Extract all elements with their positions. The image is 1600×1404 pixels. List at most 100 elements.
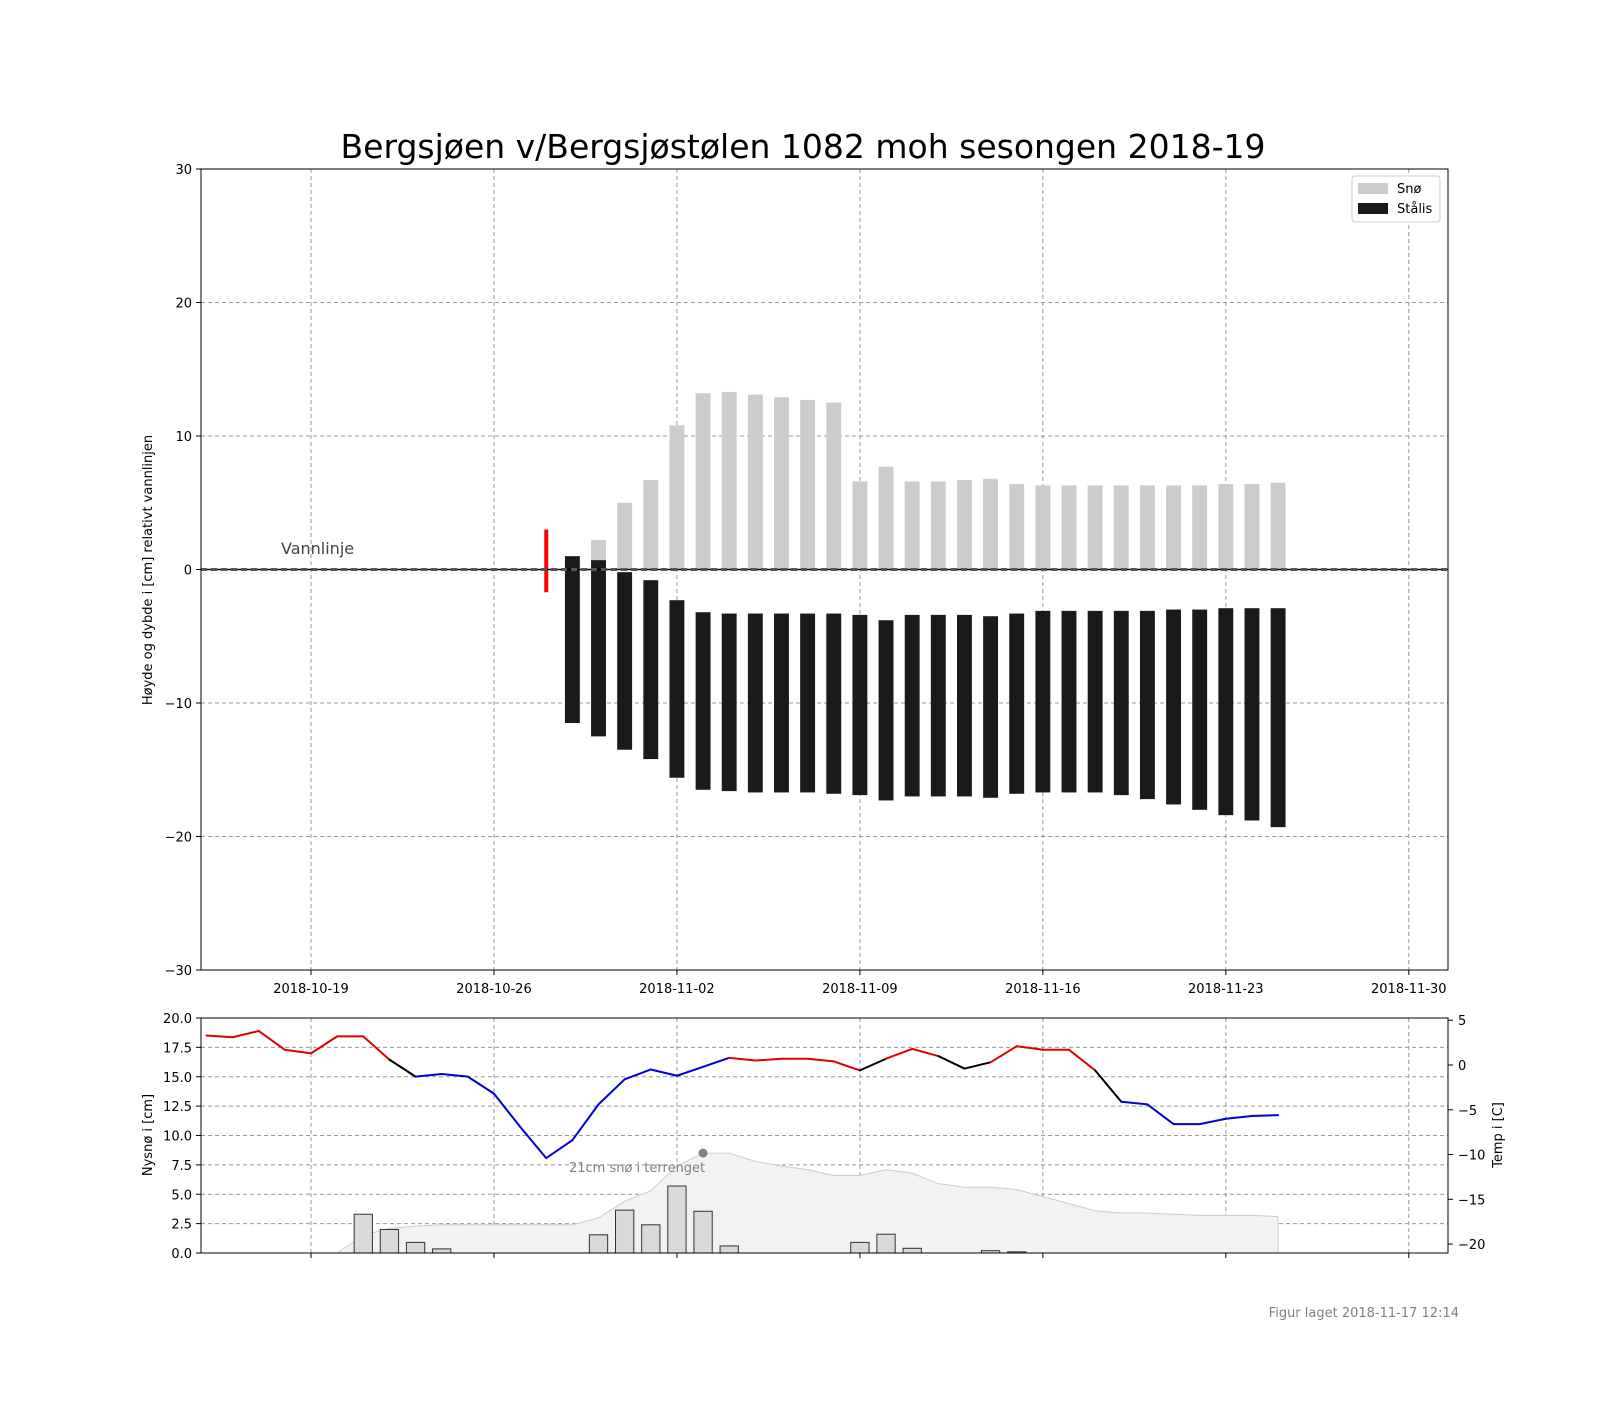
main-x-tick-label: 2018-11-02 (639, 982, 715, 997)
ice-bar (983, 616, 999, 798)
snow-bar (878, 466, 894, 570)
snow-bar (1113, 485, 1129, 570)
ice-bar (643, 580, 659, 760)
snow-bar (774, 397, 789, 570)
snow-bar (1166, 485, 1182, 570)
temperature-segment (623, 1068, 652, 1081)
snow-bar (721, 391, 737, 570)
ice-bar (1113, 610, 1129, 796)
temperature-segment (911, 1047, 940, 1058)
temperature-segment (1120, 1100, 1149, 1106)
legend: Snø Stålis (1351, 175, 1441, 223)
temperature-segment (649, 1068, 678, 1077)
legend-swatch-snow (1358, 183, 1388, 194)
temperature-segment (1015, 1045, 1044, 1051)
snow-bar (956, 480, 972, 570)
new-snow-bar (693, 1210, 713, 1254)
ice-bar (1218, 608, 1234, 816)
snow-bar (747, 394, 763, 570)
new-snow-bar (667, 1185, 687, 1254)
ice-bar (1270, 608, 1286, 828)
ice-bar (852, 614, 868, 796)
main-x-tick-label: 2018-11-30 (1371, 982, 1447, 997)
bottom-y2-tick-label: −15 (1458, 1193, 1485, 1208)
new-snow-bar (379, 1229, 400, 1254)
main-y-tick-label: 30 (175, 163, 192, 178)
bottom-y-tick-label: 10.0 (163, 1130, 192, 1145)
snow-bar (1270, 482, 1286, 570)
bottom-y-tick-label: 5.0 (171, 1188, 192, 1203)
temperature-segment (440, 1072, 469, 1078)
temperature-segment (362, 1035, 391, 1061)
temperature-segment (728, 1056, 757, 1062)
main-y-tick-label: −30 (165, 964, 192, 979)
main-x-tick-label: 2018-10-19 (273, 982, 349, 997)
main-y-axis-label: Høyde og dybde i [cm] relativt vannlinje… (141, 435, 156, 705)
terrain-snow-path (335, 1152, 1279, 1254)
ice-bar (904, 614, 920, 797)
bottom-y-tick-label: 12.5 (163, 1100, 192, 1115)
snow-bar (800, 399, 816, 570)
new-snow-bar (902, 1247, 922, 1254)
snow-bar (852, 481, 868, 570)
snow-bar (1087, 485, 1103, 570)
new-snow-bar (405, 1241, 426, 1254)
ice-bar (564, 556, 580, 724)
snow-bar (904, 481, 920, 570)
snow-temperature-panel: 21cm snø i terrenget 20.0 17.5 15.0 12.5 10.… (141, 1012, 1506, 1262)
waterline-label: Vannlinje (281, 539, 354, 558)
bottom-y-tick-label: 0.0 (171, 1247, 192, 1262)
main-y-tick-label: 20 (175, 297, 192, 312)
temperature-segment (205, 1034, 234, 1039)
temperature-segment (545, 1139, 574, 1160)
snow-bar (643, 480, 659, 570)
bottom-y2-tick-label: −10 (1458, 1149, 1485, 1164)
snow-bar (1139, 485, 1155, 570)
temperature-segment (597, 1078, 626, 1106)
figure-timestamp: Figur laget 2018-11-17 12:14 (1269, 1306, 1459, 1321)
snow-bar (695, 393, 711, 570)
new-snow-bars (353, 1185, 1027, 1254)
bottom-y-tick-label: 17.5 (163, 1041, 192, 1056)
legend-label-snow: Snø (1397, 182, 1421, 197)
temperature-segment (519, 1125, 548, 1160)
snow-bar (1009, 484, 1025, 570)
temperature-segment (1067, 1048, 1097, 1072)
bottom-y2-tick-label: −5 (1458, 1104, 1477, 1119)
temperature-segment (1224, 1115, 1253, 1120)
temperature-segment (1146, 1103, 1175, 1126)
terrain-snow-area (335, 1152, 1279, 1254)
chart-title: Bergsjøen v/Bergsjøstølen 1082 moh seson… (341, 127, 1266, 166)
bottom-y-tick-label: 2.5 (171, 1218, 192, 1233)
snow-bar (1192, 485, 1208, 570)
temperature-segment (754, 1057, 783, 1062)
snow-bar (1035, 485, 1051, 570)
bottom-axes: 20.0 17.5 15.0 12.5 10.0 7.5 5.0 2.5 0.0 5 0 −5 −10 −… (163, 1012, 1485, 1262)
ice-bar (800, 613, 816, 793)
temperature-segment (1094, 1069, 1123, 1103)
ice-bar (1035, 610, 1051, 793)
new-snow-bar (850, 1241, 870, 1254)
temperature-segment (571, 1103, 600, 1142)
main-x-tick-label: 2018-11-09 (822, 982, 898, 997)
main-x-tick-label: 2018-11-16 (1005, 982, 1081, 997)
ice-bar (591, 560, 606, 737)
snow-bar (1218, 484, 1234, 570)
temperature-line (205, 1029, 1280, 1160)
bottom-y-tick-label: 7.5 (171, 1159, 192, 1174)
snow-bar (983, 478, 999, 570)
bottom-y2-axis-label: Temp i [C] (1491, 1102, 1506, 1169)
main-y-tick-label: 0 (184, 564, 192, 579)
temperature-segment (989, 1045, 1018, 1064)
ice-bar (1192, 609, 1208, 810)
ice-bar (721, 613, 737, 792)
ice-bar (1139, 610, 1155, 800)
temperature-segment (675, 1065, 705, 1077)
snow-bar (1244, 484, 1260, 570)
temperature-segment (832, 1060, 861, 1072)
legend-label-ice: Stålis (1397, 202, 1433, 217)
temperature-segment (806, 1057, 835, 1063)
terrain-snow-annotation: 21cm snø i terrenget (569, 1161, 705, 1176)
temperature-segment (1250, 1114, 1280, 1118)
